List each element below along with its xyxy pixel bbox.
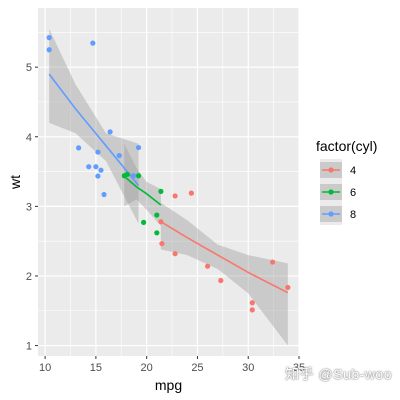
data-point-4	[158, 219, 164, 225]
fit-line-8	[48, 73, 140, 186]
fit-line-4	[160, 220, 289, 294]
watermark-text: 知乎 @Sub-woo	[285, 366, 392, 382]
data-point-8	[90, 40, 96, 46]
legend-label-8: 8	[350, 209, 356, 221]
y-axis-title: wt	[7, 175, 23, 190]
data-point-8	[107, 129, 113, 135]
plot-panel	[38, 8, 299, 356]
data-point-8	[93, 164, 99, 170]
y-tick-label: 4	[26, 132, 32, 144]
data-point-6	[154, 212, 160, 218]
x-tick-label: 25	[191, 362, 203, 374]
legend-label-4: 4	[350, 165, 356, 177]
confidence-band-6	[124, 143, 161, 226]
legend-point-4	[328, 167, 334, 173]
confidence-band-8	[49, 28, 139, 224]
x-axis-title: mpg	[155, 377, 182, 393]
data-point-8	[95, 149, 101, 155]
fit-line-6	[123, 175, 162, 206]
data-point-4	[172, 193, 178, 199]
axes: 10 15 20 25 30 35 1 2 3 4 5	[26, 62, 305, 374]
data-point-6	[121, 173, 127, 179]
confidence-bands	[49, 28, 288, 346]
data-point-8	[76, 145, 82, 151]
fit-lines	[48, 73, 289, 294]
data-point-4	[249, 300, 255, 306]
data-point-8	[101, 191, 107, 198]
data-points	[46, 35, 291, 313]
data-point-8	[46, 35, 52, 41]
data-point-8	[98, 167, 104, 173]
legend-title: factor(cyl)	[316, 138, 377, 154]
y-tick-label: 5	[26, 62, 32, 74]
confidence-band-4	[160, 202, 288, 346]
data-point-6	[158, 188, 164, 194]
data-point-4	[218, 277, 224, 284]
legend-label-6: 6	[350, 187, 356, 199]
grid-lines	[38, 8, 300, 356]
data-point-8	[130, 173, 137, 179]
data-point-8	[86, 164, 92, 170]
x-tick-label: 30	[242, 362, 254, 374]
legend: factor(cyl) 4 6 8	[316, 138, 377, 225]
data-point-6	[141, 219, 147, 225]
legend-point-8	[328, 211, 334, 217]
data-point-4	[204, 263, 211, 269]
data-point-4	[172, 251, 178, 257]
data-point-4	[249, 307, 255, 313]
data-point-8	[116, 152, 122, 159]
x-tick-label: 20	[141, 362, 153, 374]
x-tick-label: 10	[39, 362, 51, 374]
x-tick-label: 35	[293, 362, 305, 374]
data-point-8	[135, 144, 142, 151]
y-tick-label: 3	[26, 201, 32, 213]
data-point-6	[135, 173, 142, 179]
data-point-4	[159, 240, 165, 247]
data-point-8	[46, 47, 52, 53]
data-point-6	[154, 230, 160, 236]
data-point-4	[188, 190, 194, 196]
legend-point-6	[328, 189, 334, 195]
data-point-4	[285, 284, 291, 291]
data-point-4	[269, 259, 276, 265]
data-point-8	[95, 173, 101, 179]
y-tick-label: 2	[26, 271, 32, 283]
y-tick-label: 1	[26, 341, 32, 353]
x-tick-label: 15	[90, 362, 102, 374]
